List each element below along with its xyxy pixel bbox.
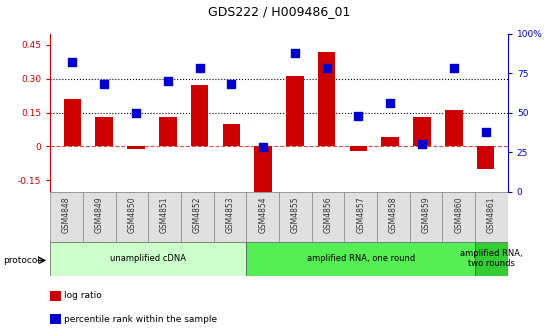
Text: GSM4861: GSM4861 bbox=[487, 197, 496, 233]
Bar bbox=[344, 192, 377, 242]
Bar bbox=[286, 77, 304, 146]
Bar bbox=[50, 242, 246, 276]
Point bbox=[259, 144, 268, 150]
Point bbox=[195, 66, 204, 71]
Point bbox=[481, 129, 490, 134]
Bar bbox=[148, 192, 181, 242]
Bar bbox=[50, 192, 83, 242]
Text: GSM4857: GSM4857 bbox=[356, 197, 365, 233]
Text: amplified RNA,
two rounds: amplified RNA, two rounds bbox=[460, 249, 523, 268]
Text: GSM4853: GSM4853 bbox=[225, 197, 234, 233]
Text: log ratio: log ratio bbox=[64, 291, 102, 300]
Bar bbox=[246, 242, 475, 276]
Bar bbox=[214, 192, 246, 242]
Bar bbox=[475, 242, 508, 276]
Bar bbox=[382, 137, 399, 146]
Bar bbox=[116, 192, 148, 242]
Bar bbox=[83, 192, 116, 242]
Bar bbox=[159, 117, 176, 146]
Text: GSM4851: GSM4851 bbox=[160, 197, 169, 233]
Point bbox=[290, 50, 299, 55]
Bar bbox=[246, 192, 279, 242]
Point bbox=[449, 66, 458, 71]
Bar bbox=[95, 117, 113, 146]
Text: GSM4852: GSM4852 bbox=[193, 197, 202, 233]
Text: GSM4850: GSM4850 bbox=[127, 197, 136, 233]
Bar bbox=[191, 85, 208, 146]
Bar bbox=[413, 117, 431, 146]
Bar bbox=[475, 192, 508, 242]
Text: amplified RNA, one round: amplified RNA, one round bbox=[306, 254, 415, 263]
Bar bbox=[318, 52, 335, 146]
Point bbox=[322, 66, 331, 71]
Bar bbox=[312, 192, 344, 242]
Bar bbox=[223, 124, 240, 146]
Bar bbox=[445, 110, 463, 146]
Text: GSM4848: GSM4848 bbox=[62, 197, 71, 233]
Text: GSM4849: GSM4849 bbox=[95, 197, 104, 233]
Text: GDS222 / H009486_01: GDS222 / H009486_01 bbox=[208, 5, 350, 18]
Point bbox=[132, 110, 141, 115]
Text: GSM4854: GSM4854 bbox=[258, 197, 267, 233]
Bar bbox=[410, 192, 442, 242]
Bar bbox=[127, 146, 145, 149]
Bar bbox=[254, 146, 272, 192]
Text: GSM4859: GSM4859 bbox=[422, 197, 431, 233]
Text: GSM4856: GSM4856 bbox=[324, 197, 333, 233]
Text: percentile rank within the sample: percentile rank within the sample bbox=[64, 315, 217, 324]
Bar bbox=[350, 146, 367, 151]
Text: unamplified cDNA: unamplified cDNA bbox=[110, 254, 186, 263]
Point bbox=[386, 100, 395, 106]
Point bbox=[354, 113, 363, 118]
Point bbox=[68, 59, 77, 65]
Bar bbox=[279, 192, 312, 242]
Text: GSM4858: GSM4858 bbox=[389, 197, 398, 233]
Bar bbox=[181, 192, 214, 242]
Point bbox=[100, 81, 109, 87]
Bar bbox=[442, 192, 475, 242]
Point bbox=[417, 141, 426, 147]
Bar bbox=[64, 99, 81, 146]
Point bbox=[163, 78, 172, 84]
Bar bbox=[477, 146, 494, 169]
Point bbox=[227, 81, 236, 87]
Text: protocol: protocol bbox=[3, 256, 40, 265]
Bar bbox=[377, 192, 410, 242]
Text: GSM4855: GSM4855 bbox=[291, 197, 300, 233]
Text: GSM4860: GSM4860 bbox=[454, 197, 463, 233]
